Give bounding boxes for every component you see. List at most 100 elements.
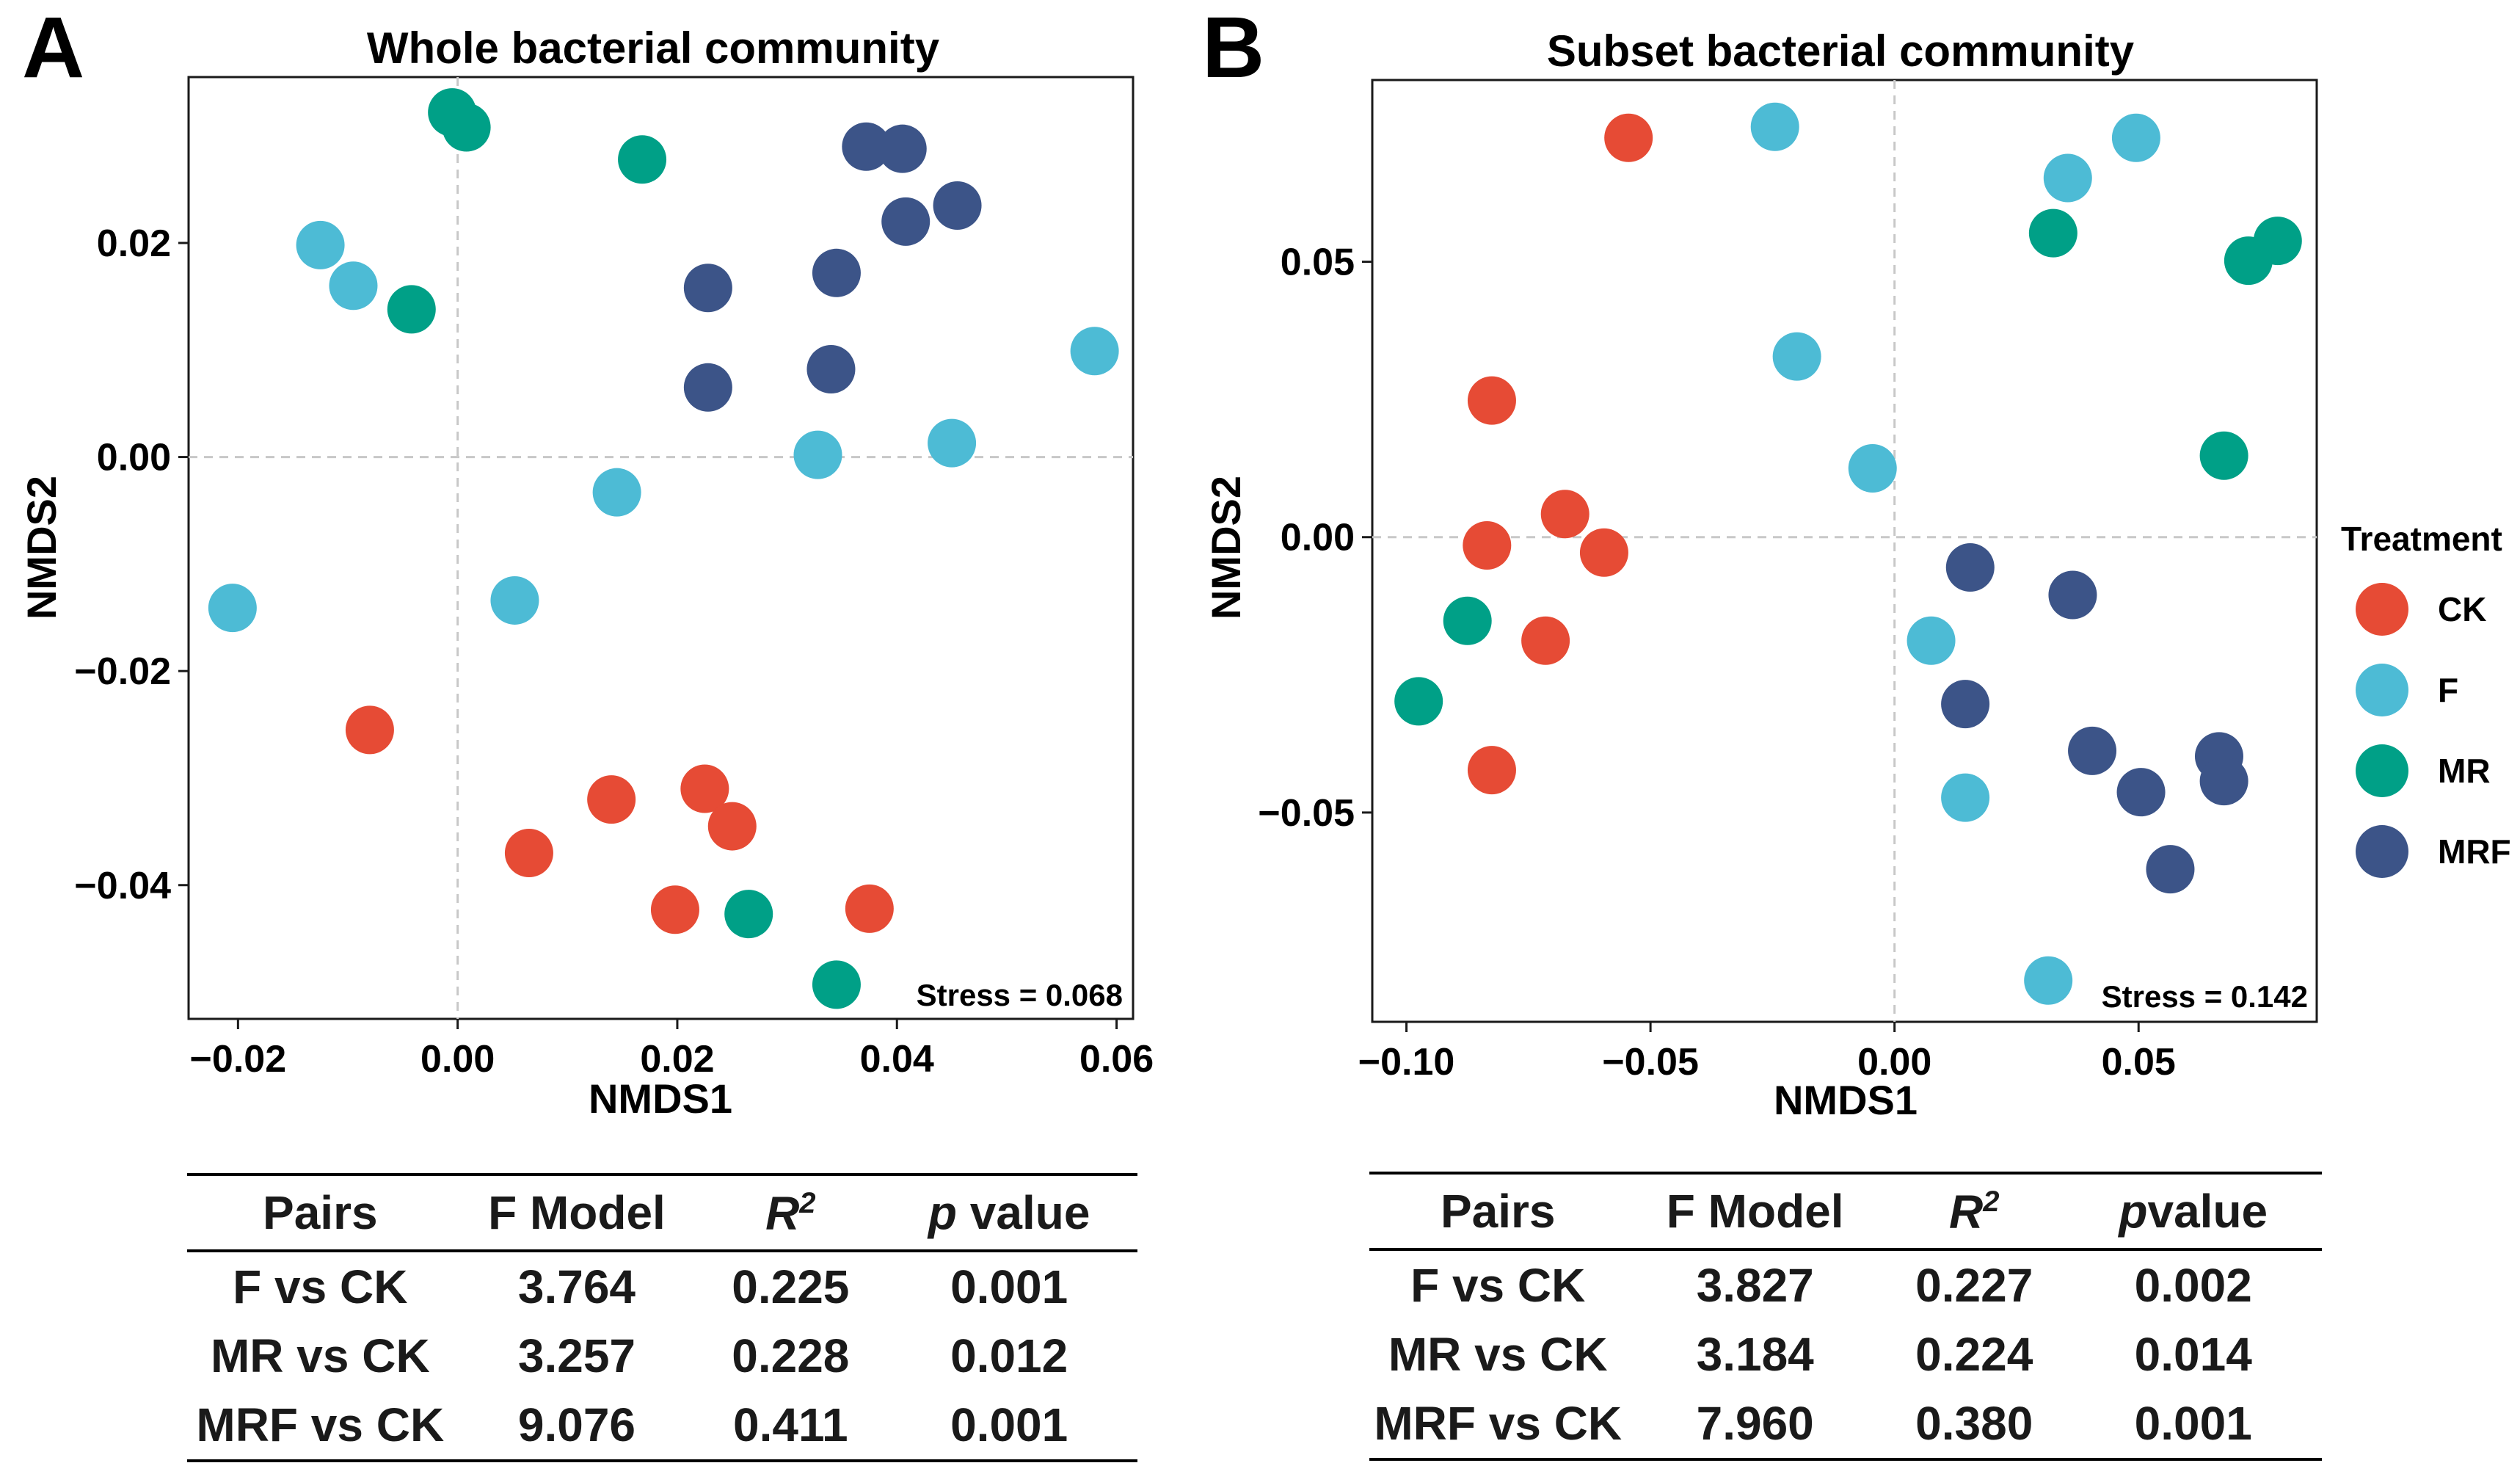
point-mr: [2028, 208, 2077, 258]
plot-a-frame: [187, 76, 1135, 1020]
header-p-italic: p: [2119, 1185, 2148, 1238]
panel-letter-a: A: [22, 0, 84, 96]
point-f: [329, 261, 378, 311]
point-ck: [1467, 376, 1516, 425]
point-ck: [1604, 113, 1653, 162]
cell-p: 0.014: [2134, 1328, 2252, 1381]
point-ck: [1521, 616, 1570, 665]
cell-pairs: MR vs CK: [210, 1329, 430, 1382]
cell-p: 0.001: [2134, 1397, 2252, 1450]
y-axis-label-b: NMDS2: [1203, 476, 1249, 620]
table-row: MRF vs CK 7.960 0.380 0.001: [1369, 1389, 2322, 1459]
point-f: [1070, 327, 1119, 376]
cell-p: 0.012: [950, 1329, 1068, 1382]
table-row: MR vs CK 3.257 0.228 0.012: [187, 1321, 1137, 1390]
point-mr: [387, 285, 436, 334]
cell-pairs: F vs CK: [233, 1260, 408, 1313]
point-mrf: [1945, 543, 1995, 592]
point-mr: [618, 135, 667, 184]
point-mrf: [1941, 680, 1990, 729]
point-mrf: [2068, 726, 2117, 775]
point-mrf: [683, 264, 732, 313]
panel-letter-b: B: [1202, 0, 1264, 96]
point-ck: [1463, 520, 1512, 570]
header-p-rest: value: [956, 1186, 1090, 1239]
legend-key-ck: [2356, 583, 2408, 636]
scatter-plot-a: Stress = 0.068 −0.02 0.00 0.02 0.04 0.06 −0.0…: [74, 76, 1154, 1081]
cell-fmodel: 3.184: [1696, 1328, 1814, 1381]
cell-r2: 0.411: [732, 1398, 848, 1451]
scatter-plot-b: Stress = 0.142 −0.10 −0.05 0.00 0.05 −0.05 0.…: [1258, 79, 2318, 1083]
point-f: [2043, 153, 2092, 203]
y-tick-label: −0.05: [1258, 792, 1355, 835]
plot-b-marks: [1372, 80, 2317, 1022]
point-mrf: [933, 181, 982, 230]
x-tick-label: 0.06: [1079, 1038, 1154, 1081]
legend: Treatment CK F MR MRF: [2341, 520, 2511, 878]
point-ck: [504, 829, 553, 878]
point-mr: [724, 890, 773, 939]
table-header-row: Pairs F Model R2 pvalue: [1369, 1173, 2322, 1249]
header-fmodel: F Model: [1666, 1185, 1844, 1238]
legend-key-mr: [2356, 744, 2408, 797]
point-ck: [587, 775, 636, 824]
cell-fmodel: 3.764: [517, 1260, 636, 1313]
table-row: F vs CK 3.764 0.225 0.001: [187, 1251, 1137, 1321]
cell-fmodel: 3.827: [1696, 1259, 1814, 1312]
cell-r2: 0.380: [1915, 1397, 2033, 1450]
cell-p: 0.001: [950, 1398, 1068, 1451]
header-p-value: pvalue: [2065, 1173, 2322, 1249]
point-mrf: [2048, 570, 2097, 620]
permanova-table-a: Pairs F Model R2 p value F vs CK 3.764 0.2…: [187, 1173, 1137, 1462]
cell-p: 0.002: [2134, 1259, 2252, 1312]
table-header-row: Pairs F Model R2 p value: [187, 1175, 1137, 1251]
point-f: [1907, 616, 1956, 665]
x-tick-label: 0.00: [1857, 1041, 1931, 1083]
point-mr: [1394, 677, 1443, 726]
header-p-rest: value: [2147, 1185, 2268, 1238]
header-r2-base: R: [765, 1186, 800, 1240]
cell-pairs: MRF vs CK: [196, 1398, 445, 1451]
cell-pairs: MRF vs CK: [1374, 1397, 1623, 1450]
point-mr: [2199, 431, 2248, 480]
point-f: [1848, 443, 1897, 493]
y-tick-label: 0.00: [1281, 517, 1355, 559]
x-tick-label: −0.10: [1358, 1041, 1455, 1083]
header-pairs: Pairs: [1440, 1185, 1556, 1238]
point-mrf: [881, 197, 931, 246]
point-ck: [345, 705, 394, 755]
permanova-table-b: Pairs F Model R2 pvalue F vs CK 3.827 0.22…: [1369, 1172, 2322, 1461]
x-axis-label-b: NMDS1: [1774, 1077, 1918, 1123]
point-ck: [707, 802, 757, 851]
header-p-italic: p: [928, 1186, 957, 1239]
point-ck: [1540, 490, 1589, 539]
chart-b-title: Subset bacterial community: [1547, 26, 2135, 76]
cell-pairs: MR vs CK: [1388, 1328, 1608, 1381]
point-mr: [2253, 217, 2302, 266]
point-mr: [1443, 596, 1492, 645]
point-f: [2024, 956, 2073, 1005]
plot-a-marks: [189, 77, 1133, 1019]
cell-r2: 0.228: [732, 1329, 850, 1382]
cell-pairs: F vs CK: [1410, 1259, 1586, 1312]
y-tick-label: −0.02: [74, 650, 171, 693]
cell-r2: 0.224: [1915, 1328, 2033, 1381]
y-tick-label: 0.02: [97, 222, 171, 265]
header-fmodel: F Model: [488, 1186, 666, 1239]
y-tick-label: 0.05: [1281, 242, 1355, 284]
point-ck: [1467, 746, 1516, 795]
header-r2-exponent: 2: [1983, 1186, 2000, 1219]
point-mrf: [683, 363, 732, 412]
point-mrf: [2199, 757, 2248, 806]
legend-key-mrf: [2356, 825, 2408, 878]
point-ck: [1579, 528, 1628, 577]
point-f: [1941, 773, 1990, 822]
table-row: MRF vs CK 9.076 0.411 0.001: [187, 1390, 1137, 1461]
legend-label-mrf: MRF: [2438, 832, 2511, 871]
x-tick-label: 0.02: [640, 1038, 714, 1081]
point-mrf: [2146, 845, 2195, 894]
header-r2-base: R: [1948, 1185, 1984, 1238]
x-tick-label: −0.05: [1602, 1041, 1699, 1083]
stress-label-b: Stress = 0.142: [2102, 979, 2308, 1014]
